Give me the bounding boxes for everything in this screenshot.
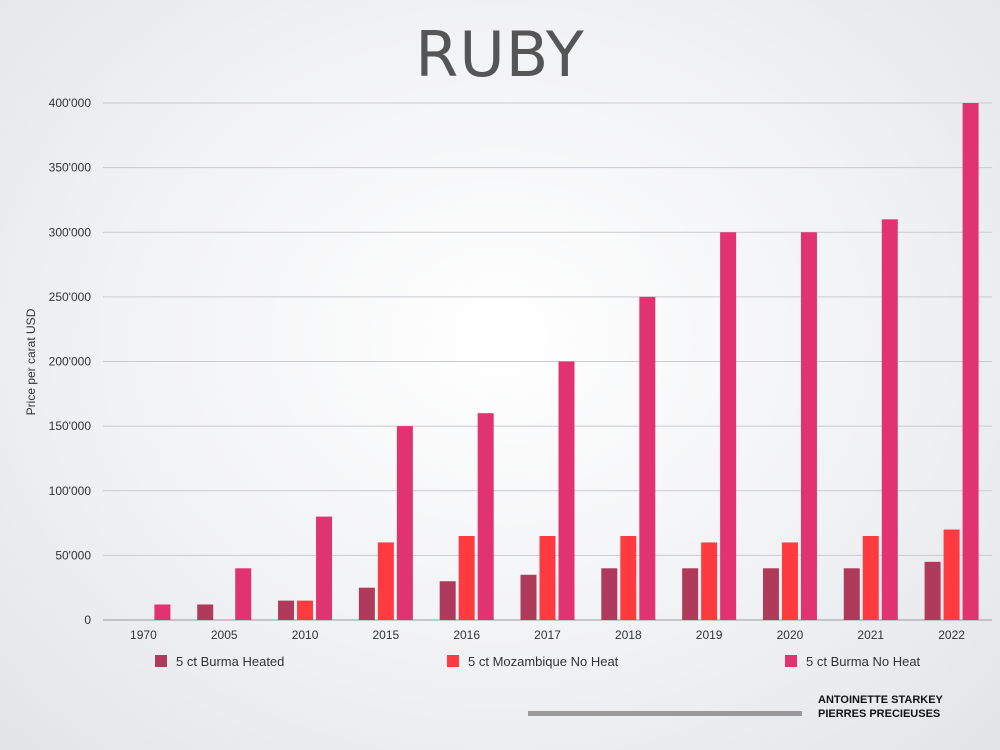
bar-5-ct-burma-no-heat-2022 (962, 103, 979, 620)
bar-5-ct-mozambique-no-heat-2022 (943, 529, 960, 620)
bar-5-ct-burma-heated-2005 (197, 604, 214, 620)
y-tick-label: 350'000 (49, 161, 92, 175)
legend-item-burma-no-heat: 5 ct Burma No Heat (785, 653, 920, 669)
bar-5-ct-burma-heated-2015 (358, 587, 375, 620)
y-axis-label: Price per carat USD (24, 308, 38, 415)
legend-item-mozambique-no-heat: 5 ct Mozambique No Heat (447, 653, 618, 669)
y-tick-label: 50'000 (55, 548, 91, 562)
y-tick-label: 0 (84, 613, 91, 627)
bar-5-ct-burma-no-heat-1970 (154, 604, 171, 620)
x-tick-label: 1970 (130, 628, 157, 642)
bar-5-ct-mozambique-no-heat-2019 (701, 542, 718, 620)
legend-label-mozambique-no-heat: 5 ct Mozambique No Heat (468, 653, 619, 669)
bar-5-ct-burma-heated-2020 (762, 568, 779, 620)
y-tick-label: 100'000 (49, 484, 92, 498)
bar-5-ct-mozambique-no-heat-2015 (377, 542, 394, 620)
bar-5-ct-mozambique-no-heat-2017 (539, 535, 556, 620)
branding-divider (528, 711, 802, 716)
x-tick-label: 2005 (211, 628, 238, 642)
x-tick-label: 2019 (696, 628, 723, 642)
bar-5-ct-burma-heated-2018 (601, 568, 618, 620)
y-tick-label: 250'000 (49, 290, 92, 304)
bar-5-ct-burma-no-heat-2018 (639, 296, 656, 620)
bar-5-ct-burma-no-heat-2017 (558, 361, 575, 620)
x-tick-label: 2020 (777, 628, 804, 642)
branding-line-1: ANTOINETTE STARKEY (818, 694, 943, 706)
legend-swatch-burma-no-heat (785, 655, 797, 667)
x-tick-label: 2018 (615, 628, 642, 642)
bar-5-ct-burma-heated-2021 (843, 568, 860, 620)
legend-swatch-burma-heated (155, 655, 167, 667)
x-tick-label: 2016 (453, 628, 480, 642)
bar-5-ct-mozambique-no-heat-2016 (458, 535, 475, 620)
bar-5-ct-burma-no-heat-2005 (235, 568, 252, 620)
bar-5-ct-burma-no-heat-2010 (316, 516, 333, 620)
x-tick-label: 2022 (938, 628, 965, 642)
chart-title: RUBY (415, 18, 585, 91)
bar-5-ct-mozambique-no-heat-2021 (862, 535, 879, 620)
bar-5-ct-burma-heated-2010 (278, 600, 295, 620)
x-tick-label: 2010 (292, 628, 319, 642)
bar-5-ct-mozambique-no-heat-2018 (620, 535, 637, 620)
x-tick-label: 2015 (373, 628, 400, 642)
legend-swatch-mozambique-no-heat (447, 655, 459, 667)
bar-5-ct-burma-heated-2022 (924, 561, 941, 620)
branding-line-2: PIERRES PRECIEUSES (818, 708, 941, 720)
legend-label-burma-no-heat: 5 ct Burma No Heat (806, 653, 921, 669)
y-tick-labels: 0 50'000 100'000 150'000 200'000 250'000 300'0… (49, 96, 92, 627)
bar-5-ct-burma-no-heat-2015 (396, 426, 413, 620)
bar-5-ct-burma-heated-2019 (682, 568, 699, 620)
bar-5-ct-burma-no-heat-2020 (800, 232, 817, 620)
y-tick-label: 400'000 (49, 96, 92, 110)
branding: ANTOINETTE STARKEY PIERRES PRECIEUSES (818, 693, 943, 721)
x-tick-label: 2017 (534, 628, 561, 642)
bar-5-ct-burma-no-heat-2016 (477, 413, 494, 620)
x-tick-label: 2021 (857, 628, 884, 642)
bar-5-ct-mozambique-no-heat-2010 (297, 600, 314, 620)
y-tick-label: 200'000 (49, 355, 92, 369)
bar-5-ct-burma-heated-2017 (520, 574, 537, 620)
bar-5-ct-burma-no-heat-2019 (720, 232, 737, 620)
legend-item-burma-heated: 5 ct Burma Heated (155, 653, 284, 669)
legend-label-burma-heated: 5 ct Burma Heated (176, 653, 285, 669)
x-tick-labels: 1970 2005 2010 2015 2016 2017 2018 2019 2020 2021… (130, 628, 965, 642)
bar-5-ct-mozambique-no-heat-2020 (781, 542, 798, 620)
bar-5-ct-burma-no-heat-2021 (881, 219, 898, 620)
bar-5-ct-burma-heated-2016 (439, 581, 456, 620)
y-tick-label: 150'000 (49, 419, 92, 433)
bars (154, 103, 979, 620)
y-tick-label: 300'000 (49, 225, 92, 239)
